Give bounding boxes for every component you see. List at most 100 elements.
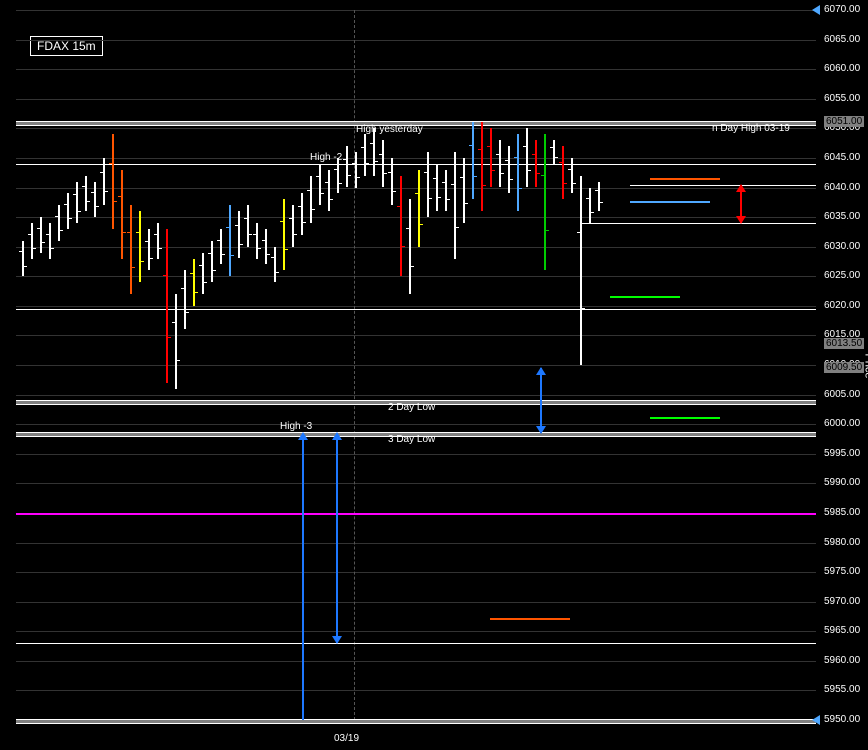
candle-bar [175, 294, 177, 389]
y-tick-label: 6040.00 [824, 182, 860, 193]
candle-open-tick [82, 186, 85, 187]
candle-close-tick [375, 161, 378, 162]
candle-bar [22, 241, 24, 277]
candle-close-tick [276, 272, 279, 273]
candle-close-tick [402, 246, 405, 247]
candle-close-tick [429, 198, 432, 199]
candle-close-tick [420, 224, 423, 225]
candle-close-tick [582, 308, 585, 309]
candle-bar [247, 205, 249, 246]
gridline [16, 10, 816, 11]
gridline [16, 40, 816, 41]
candle-bar [301, 193, 303, 234]
candle-open-tick [145, 241, 148, 242]
arrow-head-down [736, 216, 746, 224]
candle-open-tick [532, 154, 535, 155]
candle-open-tick [262, 240, 265, 241]
gridline [16, 602, 816, 603]
candle-close-tick [249, 234, 252, 235]
candle-close-tick [33, 248, 36, 249]
candle-close-tick [339, 183, 342, 184]
line-label: n Day High 03-19 [712, 123, 790, 134]
candle-bar [580, 176, 582, 365]
arrow-shaft [302, 433, 304, 720]
candle-open-tick [568, 169, 571, 170]
y-tick-label: 6020.00 [824, 300, 860, 311]
candle-bar [265, 229, 267, 265]
candle-bar [58, 205, 60, 241]
candle-open-tick [514, 157, 517, 158]
candle-close-tick [537, 173, 540, 174]
candle-bar [130, 205, 132, 294]
candle-bar [418, 170, 420, 247]
candle-open-tick [91, 192, 94, 193]
candle-open-tick [370, 143, 373, 144]
arrow-shaft [336, 433, 338, 643]
candle-close-tick [222, 254, 225, 255]
candle-close-tick [168, 337, 171, 338]
candle-open-tick [235, 225, 238, 226]
candle-open-tick [433, 178, 436, 179]
candle-bar [85, 176, 87, 212]
y-tick-label: 6070.00 [824, 4, 860, 15]
candle-bar [103, 158, 105, 205]
candle-open-tick [505, 160, 508, 161]
candle-close-tick [393, 191, 396, 192]
candle-open-tick [451, 184, 454, 185]
gridline [16, 661, 816, 662]
reference-line [16, 513, 816, 515]
gridline [16, 395, 816, 396]
candle-close-tick [150, 258, 153, 259]
candle-bar [31, 223, 33, 259]
candle-close-tick [123, 232, 126, 233]
y-tick-label: 6030.00 [824, 241, 860, 252]
candle-bar [193, 259, 195, 306]
reference-line [580, 223, 816, 224]
candle-bar [472, 122, 474, 199]
candle-open-tick [190, 273, 193, 274]
gridline [16, 306, 816, 307]
candle-open-tick [37, 228, 40, 229]
candle-close-tick [78, 211, 81, 212]
candle-bar [535, 140, 537, 187]
candle-open-tick [64, 204, 67, 205]
candle-open-tick [154, 234, 157, 235]
candle-open-tick [217, 240, 220, 241]
candle-open-tick [100, 172, 103, 173]
candle-bar [598, 182, 600, 212]
price-marker [610, 296, 680, 298]
candle-bar [445, 170, 447, 211]
candle-close-tick [438, 197, 441, 198]
candle-open-tick [298, 206, 301, 207]
candle-close-tick [231, 255, 234, 256]
x-date-label: 03/19 [334, 733, 359, 744]
candle-bar [166, 229, 168, 383]
candle-close-tick [492, 170, 495, 171]
candle-open-tick [325, 182, 328, 183]
candle-bar [373, 128, 375, 175]
candle-open-tick [478, 149, 481, 150]
candle-open-tick [487, 146, 490, 147]
candle-bar [355, 152, 357, 188]
candle-open-tick [172, 322, 175, 323]
candle-close-tick [258, 248, 261, 249]
gridline [16, 483, 816, 484]
candle-close-tick [348, 175, 351, 176]
candle-bar [346, 146, 348, 187]
candle-close-tick [330, 199, 333, 200]
candle-bar [571, 158, 573, 194]
y-tick-label: 6055.00 [824, 93, 860, 104]
candle-close-tick [303, 222, 306, 223]
candle-open-tick [397, 206, 400, 207]
candle-close-tick [87, 201, 90, 202]
candle-open-tick [271, 257, 274, 258]
candle-close-tick [447, 199, 450, 200]
gridline [16, 631, 816, 632]
candle-close-tick [483, 185, 486, 186]
candle-open-tick [28, 234, 31, 235]
candle-bar [211, 241, 213, 282]
candle-bar [490, 128, 492, 187]
candle-close-tick [105, 191, 108, 192]
candle-bar [184, 270, 186, 329]
candle-open-tick [55, 216, 58, 217]
